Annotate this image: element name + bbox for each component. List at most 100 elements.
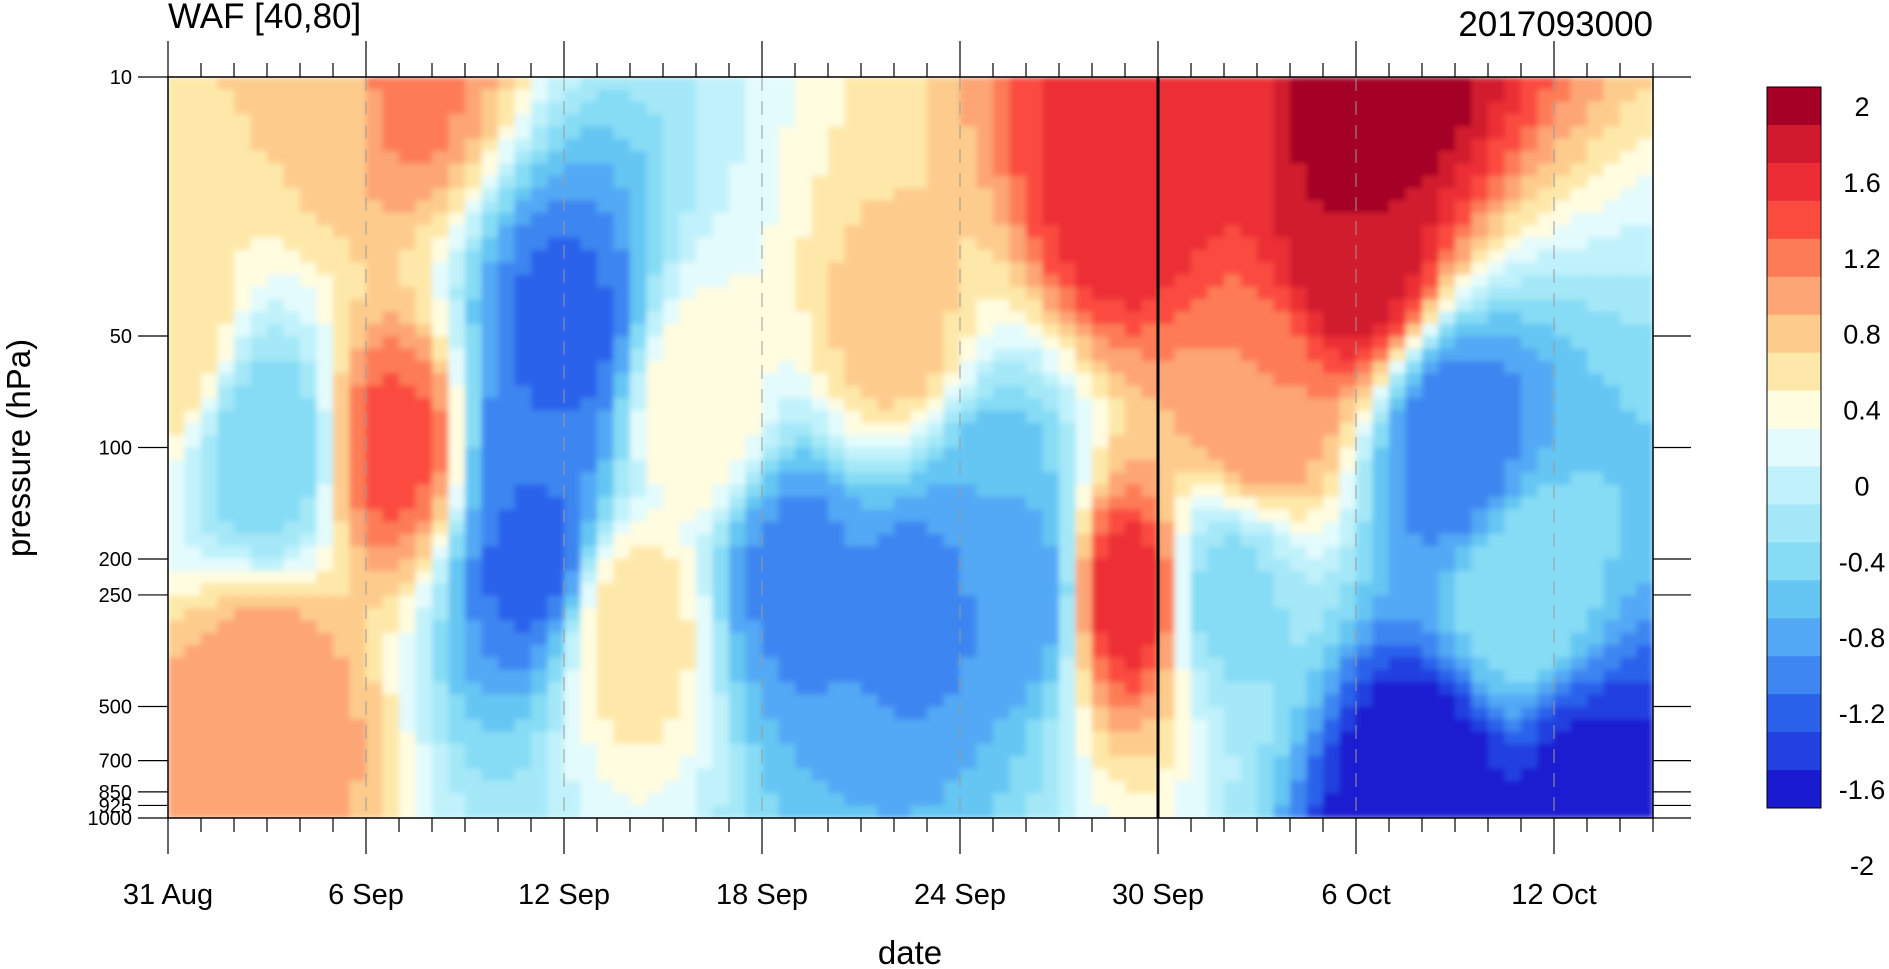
field-cell: [1075, 620, 1093, 634]
field-cell: [877, 472, 895, 486]
field-cell: [201, 324, 219, 337]
field-cell: [250, 262, 268, 276]
field-cell: [1257, 558, 1275, 572]
field-cell: [283, 373, 301, 387]
field-cell: [795, 249, 813, 263]
field-cell: [1339, 435, 1357, 449]
field-cell: [844, 212, 862, 226]
field-cell: [696, 175, 714, 189]
field-cell: [1405, 682, 1423, 696]
field-cell: [564, 472, 582, 486]
field-cell: [1290, 558, 1308, 572]
field-cell: [1240, 200, 1258, 214]
field-cell: [894, 163, 912, 177]
field-cell: [1488, 361, 1506, 374]
field-cell: [415, 200, 433, 214]
field-cell: [1257, 484, 1275, 498]
field-cell: [1405, 632, 1423, 646]
field-cell: [762, 608, 780, 621]
field-cell: [399, 249, 417, 263]
field-cell: [250, 657, 268, 671]
field-cell: [234, 583, 252, 597]
field-cell: [1075, 546, 1093, 560]
field-cell: [910, 212, 928, 226]
field-cell: [993, 459, 1011, 473]
field-cell: [745, 447, 763, 461]
field-cell: [349, 620, 367, 634]
field-cell: [844, 731, 862, 745]
field-cell: [234, 546, 252, 560]
field-cell: [943, 138, 961, 152]
field-cell: [1554, 743, 1572, 757]
field-cell: [514, 89, 532, 103]
field-cell: [1174, 583, 1192, 597]
field-cell: [1158, 324, 1176, 337]
field-cell: [828, 496, 846, 510]
field-cell: [828, 225, 846, 239]
field-cell: [481, 484, 499, 498]
field-cell: [1455, 472, 1473, 486]
field-cell: [745, 731, 763, 745]
field-cell: [1389, 410, 1407, 424]
field-cell: [993, 645, 1011, 659]
field-cell: [1009, 89, 1027, 103]
field-cell: [1636, 583, 1653, 597]
field-cell: [349, 571, 367, 584]
field-cell: [168, 410, 186, 424]
field-cell: [1455, 274, 1473, 288]
field-cell: [349, 731, 367, 745]
field-cell: [1339, 299, 1357, 313]
field-cell: [531, 731, 549, 745]
field-cell: [1240, 595, 1258, 609]
field-cell: [300, 632, 318, 646]
field-cell: [399, 509, 417, 523]
field-cell: [1455, 743, 1473, 757]
field-cell: [1537, 237, 1555, 251]
field-cell: [432, 151, 450, 165]
field-cell: [1570, 694, 1588, 708]
field-cell: [1587, 188, 1605, 202]
field-cell: [1521, 533, 1539, 547]
field-cell: [1554, 521, 1572, 535]
field-cell: [1224, 657, 1242, 671]
field-cell: [630, 200, 648, 214]
field-cell: [498, 620, 516, 634]
field-cell: [943, 459, 961, 473]
field-cell: [1372, 682, 1390, 696]
field-cell: [1570, 608, 1588, 621]
field-cell: [1405, 521, 1423, 535]
field-cell: [399, 583, 417, 597]
field-cell: [234, 521, 252, 535]
field-cell: [382, 410, 400, 424]
field-cell: [1075, 398, 1093, 412]
field-cell: [1240, 299, 1258, 313]
field-cell: [927, 422, 945, 436]
field-cell: [432, 188, 450, 202]
field-cell: [1009, 212, 1027, 226]
field-cell: [1125, 361, 1143, 374]
field-cell: [432, 398, 450, 412]
field-cell: [828, 126, 846, 140]
field-cell: [976, 595, 994, 609]
field-cell: [580, 336, 598, 350]
field-cell: [1521, 447, 1539, 461]
field-cell: [877, 645, 895, 659]
field-cell: [1438, 126, 1456, 140]
field-cell: [366, 657, 384, 671]
field-cell: [861, 361, 879, 374]
field-cell: [514, 77, 532, 90]
field-cell: [1570, 89, 1588, 103]
field-cell: [663, 484, 681, 498]
field-cell: [1504, 262, 1522, 276]
field-cell: [910, 410, 928, 424]
field-cell: [349, 496, 367, 510]
field-cell: [927, 311, 945, 325]
field-cell: [1554, 274, 1572, 288]
field-cell: [415, 558, 433, 572]
field-cell: [1042, 632, 1060, 646]
field-cell: [927, 571, 945, 584]
field-cell: [993, 694, 1011, 708]
field-cell: [1108, 533, 1126, 547]
field-cell: [300, 459, 318, 473]
field-cell: [234, 533, 252, 547]
